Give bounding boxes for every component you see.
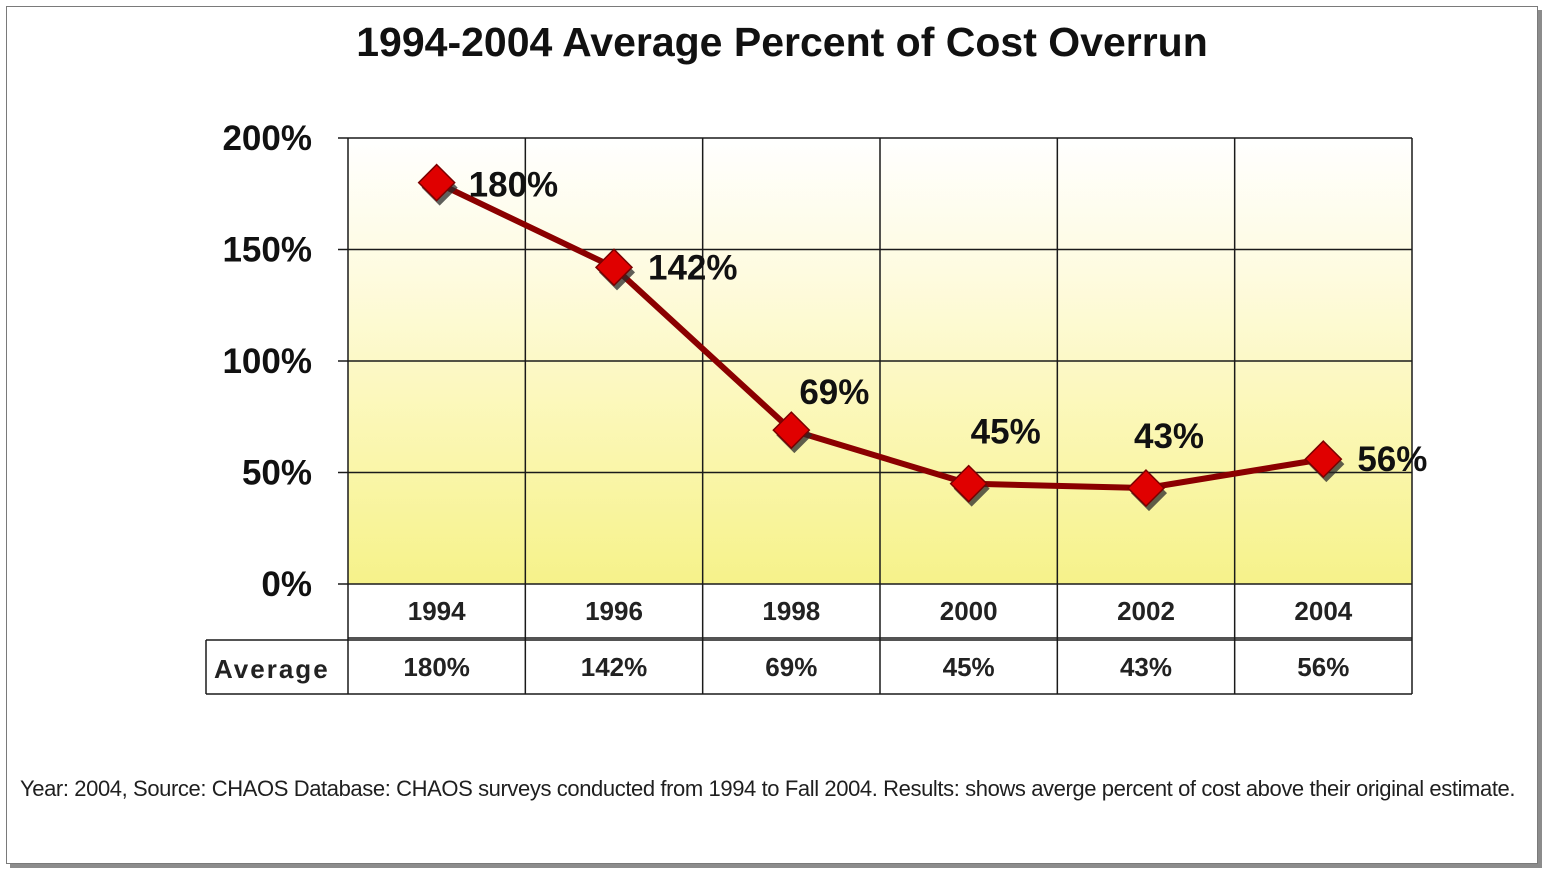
data-label: 45% <box>971 413 1041 452</box>
table-cell: 43% <box>1120 652 1172 682</box>
table-cell: 142% <box>581 652 648 682</box>
y-tick-label: 200% <box>222 119 312 158</box>
data-point-marker <box>772 411 811 450</box>
data-point-marker <box>949 464 988 503</box>
data-point-marker <box>594 248 634 287</box>
source-footnote: Year: 2004, Source: CHAOS Database: CHAO… <box>20 776 1516 801</box>
data-label: 56% <box>1357 440 1427 479</box>
x-tick-label: 1994 <box>408 596 466 626</box>
y-tick-label: 0% <box>261 565 312 604</box>
chart-title: 1994-2004 Average Percent of Cost Overru… <box>356 19 1208 65</box>
x-tick-label: 1996 <box>585 596 643 626</box>
x-tick-label: 2002 <box>1117 596 1175 626</box>
table-cell: 56% <box>1297 652 1349 682</box>
table-cell: 45% <box>943 652 995 682</box>
y-tick-label: 50% <box>242 454 312 493</box>
data-table: 1994 1996 1998 2000 2002 2004 Average 180% 142% 6… <box>205 596 1412 695</box>
table-cell: 69% <box>765 652 817 682</box>
plot-area: 0% 50% 100% 150% 200% 180% 142% 69% 45% 43% 56% <box>222 119 1427 694</box>
table-cell: 180% <box>403 652 470 682</box>
x-tick-label: 2000 <box>940 596 998 626</box>
x-tick-label: 1998 <box>762 596 820 626</box>
data-point-marker <box>1304 440 1343 479</box>
series-line <box>433 179 1327 492</box>
data-point-marker <box>1126 469 1166 508</box>
data-label: 180% <box>469 166 559 205</box>
data-label: 43% <box>1134 417 1204 456</box>
y-tick-label: 100% <box>222 342 312 381</box>
data-point-marker <box>417 163 456 202</box>
table-row-header: Average <box>214 654 330 684</box>
data-label: 142% <box>648 248 738 287</box>
y-tick-label: 150% <box>222 231 312 270</box>
data-label: 69% <box>799 373 869 412</box>
x-tick-label: 2004 <box>1294 596 1352 626</box>
